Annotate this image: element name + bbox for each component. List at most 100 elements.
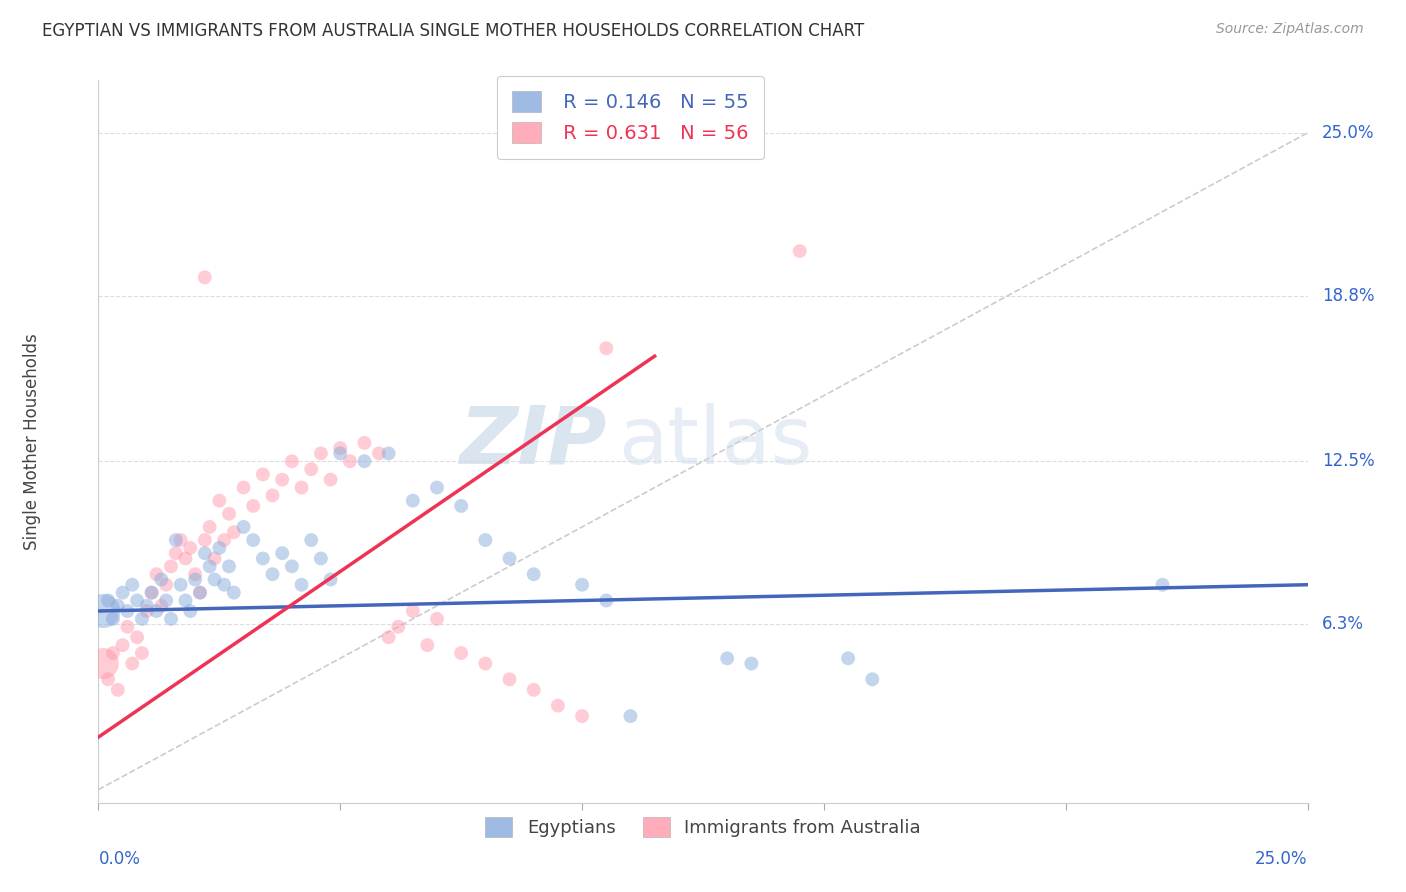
Point: [242, 533, 264, 547]
Text: EGYPTIAN VS IMMIGRANTS FROM AUSTRALIA SINGLE MOTHER HOUSEHOLDS CORRELATION CHART: EGYPTIAN VS IMMIGRANTS FROM AUSTRALIA SI…: [42, 22, 865, 40]
Point: [860, 673, 883, 687]
Point: [329, 441, 352, 455]
Point: [547, 698, 569, 713]
Point: [188, 585, 211, 599]
Point: [188, 585, 211, 599]
Point: [474, 657, 496, 671]
Point: [789, 244, 811, 258]
Point: [204, 573, 226, 587]
Point: [212, 533, 235, 547]
Point: [353, 454, 375, 468]
Point: [299, 462, 322, 476]
Point: [184, 567, 207, 582]
Point: [222, 585, 245, 599]
Point: [523, 567, 546, 582]
Point: [571, 578, 593, 592]
Point: [169, 533, 191, 547]
Text: Source: ZipAtlas.com: Source: ZipAtlas.com: [1216, 22, 1364, 37]
Point: [194, 270, 217, 285]
Point: [474, 533, 496, 547]
Point: [150, 599, 173, 613]
Point: [121, 578, 143, 592]
Point: [271, 546, 294, 560]
Point: [299, 533, 322, 547]
Point: [377, 630, 399, 644]
Point: [319, 473, 342, 487]
Point: [131, 612, 153, 626]
Point: [141, 585, 163, 599]
Point: [262, 488, 284, 502]
Point: [281, 559, 304, 574]
Point: [426, 612, 449, 626]
Point: [368, 446, 391, 460]
Point: [426, 481, 449, 495]
Point: [107, 682, 129, 697]
Text: ZIP: ZIP: [458, 402, 606, 481]
Point: [498, 551, 520, 566]
Point: [218, 507, 240, 521]
Point: [402, 604, 425, 618]
Point: [309, 446, 332, 460]
Point: [450, 646, 472, 660]
Text: 25.0%: 25.0%: [1322, 124, 1375, 142]
Point: [194, 533, 217, 547]
Point: [716, 651, 738, 665]
Point: [571, 709, 593, 723]
Point: [179, 604, 201, 618]
Point: [121, 657, 143, 671]
Point: [837, 651, 859, 665]
Text: 0.0%: 0.0%: [98, 850, 141, 868]
Point: [174, 593, 197, 607]
Point: [174, 551, 197, 566]
Point: [252, 467, 274, 482]
Point: [232, 481, 254, 495]
Point: [595, 341, 617, 355]
Point: [377, 446, 399, 460]
Point: [309, 551, 332, 566]
Point: [416, 638, 439, 652]
Point: [165, 533, 187, 547]
Point: [97, 673, 120, 687]
Text: Single Mother Households: Single Mother Households: [22, 334, 41, 549]
Point: [111, 585, 134, 599]
Point: [169, 578, 191, 592]
Point: [107, 599, 129, 613]
Point: [387, 620, 409, 634]
Point: [194, 546, 217, 560]
Text: 6.3%: 6.3%: [1322, 615, 1364, 633]
Point: [212, 578, 235, 592]
Point: [131, 646, 153, 660]
Point: [402, 493, 425, 508]
Point: [117, 620, 139, 634]
Point: [101, 646, 124, 660]
Point: [91, 604, 114, 618]
Point: [450, 499, 472, 513]
Point: [523, 682, 546, 697]
Point: [204, 551, 226, 566]
Point: [141, 585, 163, 599]
Point: [145, 604, 167, 618]
Point: [198, 520, 221, 534]
Point: [97, 593, 120, 607]
Point: [198, 559, 221, 574]
Point: [252, 551, 274, 566]
Point: [101, 612, 124, 626]
Text: 25.0%: 25.0%: [1256, 850, 1308, 868]
Point: [155, 593, 177, 607]
Point: [135, 604, 157, 618]
Point: [184, 573, 207, 587]
Point: [222, 525, 245, 540]
Point: [111, 638, 134, 652]
Point: [339, 454, 361, 468]
Point: [145, 567, 167, 582]
Point: [208, 541, 231, 555]
Text: 18.8%: 18.8%: [1322, 286, 1375, 305]
Point: [218, 559, 240, 574]
Point: [208, 493, 231, 508]
Point: [165, 546, 187, 560]
Point: [127, 630, 149, 644]
Point: [155, 578, 177, 592]
Point: [135, 599, 157, 613]
Legend: Egyptians, Immigrants from Australia: Egyptians, Immigrants from Australia: [471, 803, 935, 852]
Point: [271, 473, 294, 487]
